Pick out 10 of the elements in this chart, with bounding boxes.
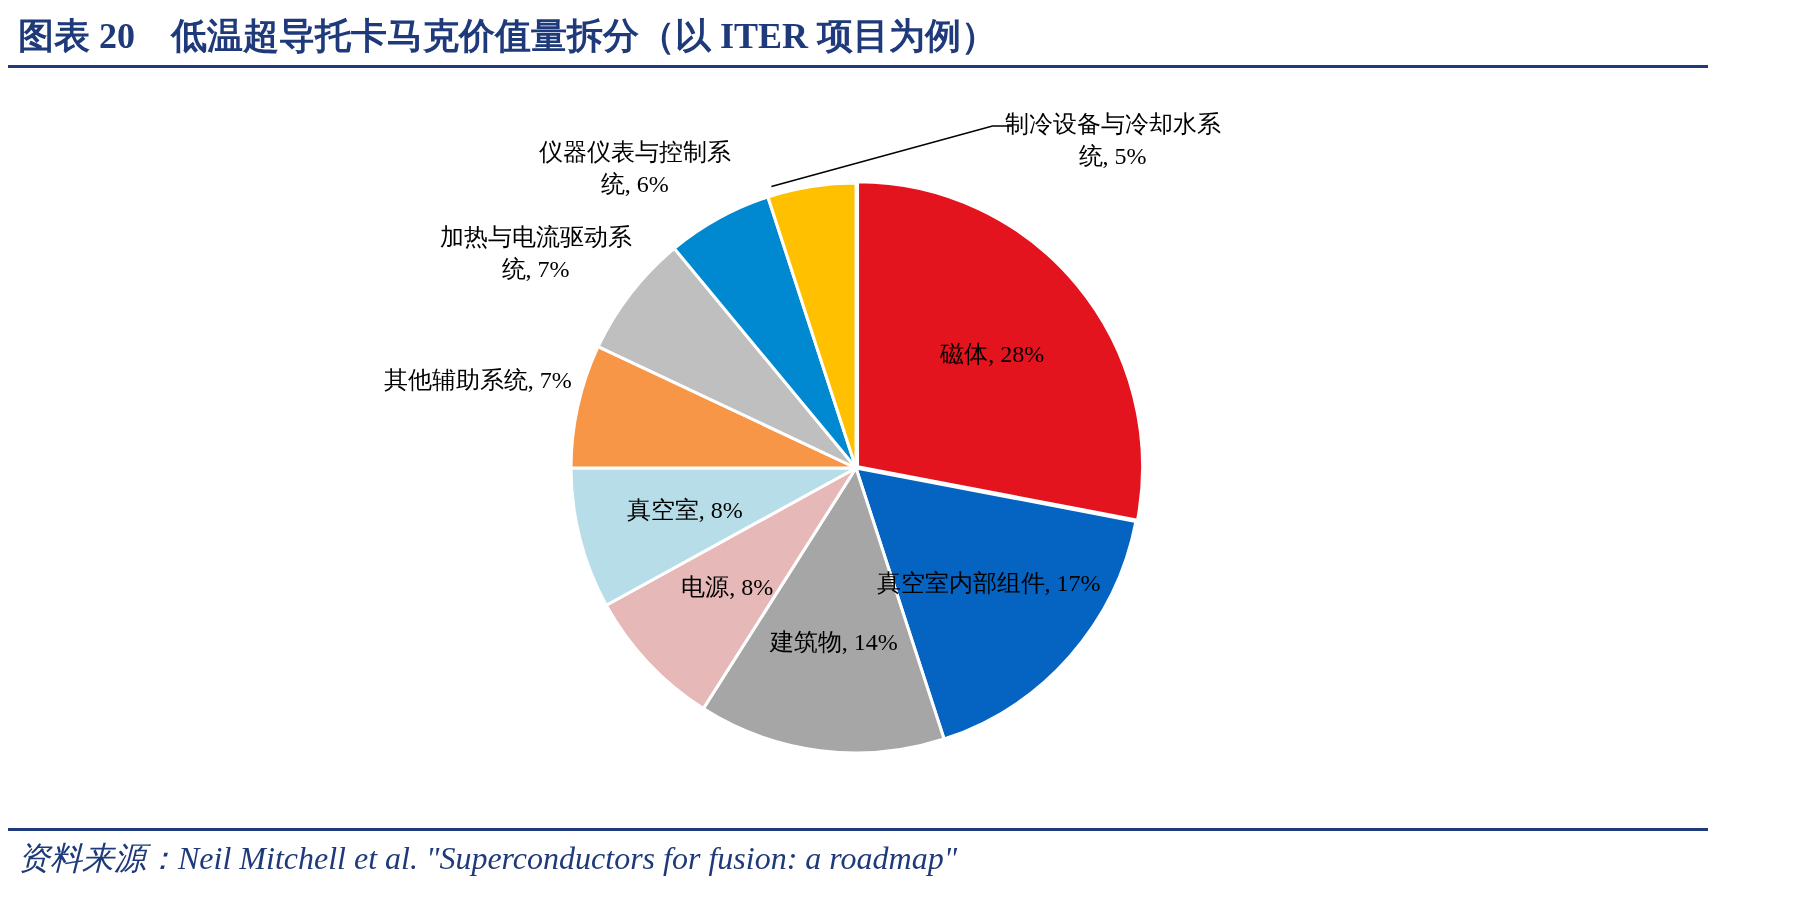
slice-label: 磁体, 28% [939, 340, 1045, 367]
slice-label: 电源, 8% [681, 574, 774, 601]
slice-label: 制冷设备与冷却水系统, 5% [1004, 111, 1221, 170]
slice-label: 建筑物, 14% [768, 628, 898, 655]
slice-label: 真空室, 8% [626, 497, 743, 524]
chart-title: 图表 20 低温超导托卡马克价值量拆分（以 ITER 项目为例） [8, 8, 1708, 68]
slice-label: 其他辅助系统, 7% [383, 367, 572, 394]
slice-label: 加热与电流驱动系统, 7% [439, 223, 632, 282]
slice-label: 仪器仪表与控制系统, 6% [538, 139, 731, 198]
text: 资料来源：Neil Mitchell et al. "Superconductors for fusion: a roadmap" [18, 839, 959, 878]
